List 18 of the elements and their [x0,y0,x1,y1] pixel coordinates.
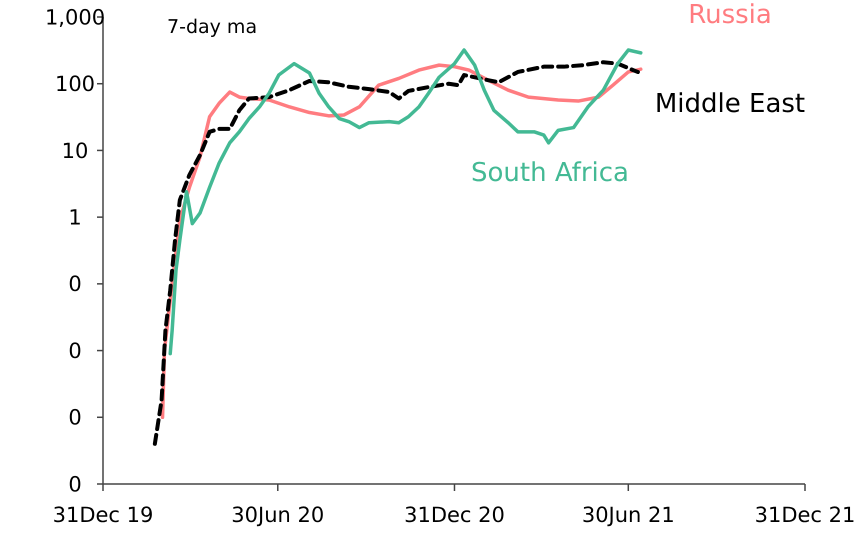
x-tick-label: 30Jun 20 [231,503,324,527]
x-tick-label: 30Jun 21 [582,503,675,527]
annotation: 7-day ma [167,16,258,38]
x-tick-label: 31Dec 19 [52,503,154,527]
y-tick-label: 1,000 [44,5,106,30]
y-tick-label: 10 [62,138,88,163]
text: Russia [688,0,772,30]
series-label: Middle East [654,89,806,120]
y-tick-label: 0 [68,406,82,430]
y-tick-label: 1 [68,205,82,230]
y-tick-label: 100 [54,72,96,96]
line-series [168,48,643,356]
y-tick-label: 0 [68,338,82,363]
x-tick-label: 31Dec 21 [754,503,856,527]
x-tick-label: 31Dec 20 [404,503,505,527]
y-tick-label: 0 [68,272,82,296]
y-tick-label: 0 [68,472,82,496]
series-label: South Africa [471,158,629,188]
